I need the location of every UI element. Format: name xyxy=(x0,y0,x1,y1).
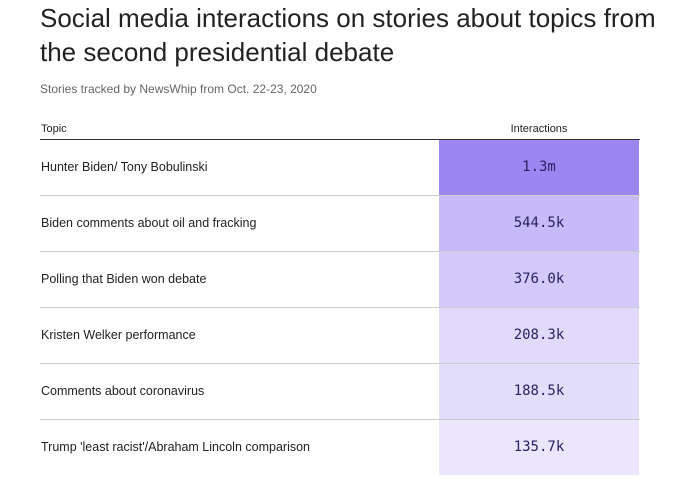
interactions-value: 208.3k xyxy=(513,327,565,343)
table-row: Hunter Biden/ Tony Bobulinski 1.3m xyxy=(40,140,640,196)
table-row: Trump 'least racist'/Abraham Lincoln com… xyxy=(40,420,640,475)
table-row: Comments about coronavirus 188.5k xyxy=(40,364,640,420)
topic-label: Hunter Biden/ Tony Bobulinski xyxy=(41,160,208,174)
topic-label: Comments about coronavirus xyxy=(41,384,205,398)
table-row: Kristen Welker performance 208.3k xyxy=(40,308,640,364)
table-header-row: Topic Interactions xyxy=(40,121,640,140)
interactions-value: 544.5k xyxy=(513,215,565,231)
topic-column-header: Topic xyxy=(41,123,67,135)
chart-title: Social media interactions on stories abo… xyxy=(40,3,656,67)
interactions-value: 1.3m xyxy=(522,159,556,175)
interactions-cell: 376.0k xyxy=(439,252,639,307)
interactions-column-header: Interactions xyxy=(510,123,568,135)
table-row: Biden comments about oil and fracking 54… xyxy=(40,196,640,252)
interactions-table: Topic Interactions Hunter Biden/ Tony Bo… xyxy=(40,121,640,475)
interactions-cell: 544.5k xyxy=(439,196,639,251)
topic-label: Trump 'least racist'/Abraham Lincoln com… xyxy=(41,440,311,454)
interactions-value: 188.5k xyxy=(513,383,565,399)
topic-label: Biden comments about oil and fracking xyxy=(41,216,257,230)
interactions-cell: 135.7k xyxy=(439,420,639,475)
table-body: Hunter Biden/ Tony Bobulinski 1.3m Biden… xyxy=(40,140,640,475)
table-row: Polling that Biden won debate 376.0k xyxy=(40,252,640,308)
topic-label: Polling that Biden won debate xyxy=(41,272,207,286)
topic-label: Kristen Welker performance xyxy=(41,328,196,342)
interactions-cell: 208.3k xyxy=(439,308,639,363)
interactions-value: 376.0k xyxy=(513,271,565,287)
chart-subtitle: Stories tracked by NewsWhip from Oct. 22… xyxy=(40,82,317,96)
interactions-cell: 1.3m xyxy=(439,140,639,195)
interactions-cell: 188.5k xyxy=(439,364,639,419)
interactions-value: 135.7k xyxy=(513,439,565,455)
